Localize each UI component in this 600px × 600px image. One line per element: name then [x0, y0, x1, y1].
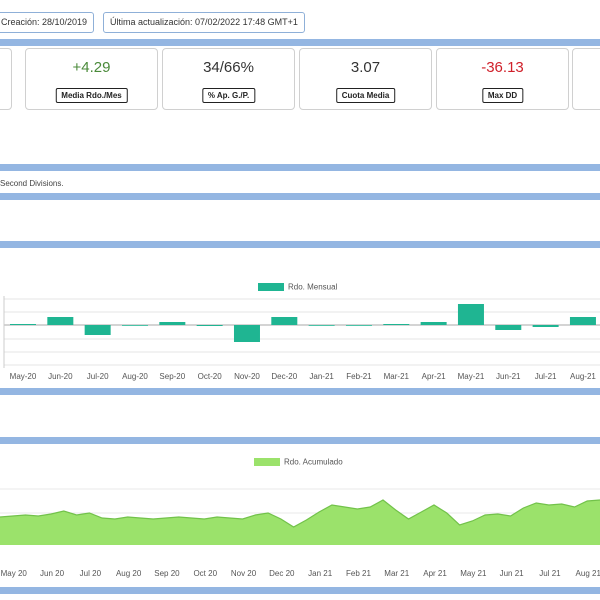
stat-label: Media Rdo./Mes — [55, 88, 128, 103]
x-tick-label: Aug-20 — [122, 372, 148, 381]
x-tick-label: Feb 21 — [346, 569, 371, 578]
separator — [0, 193, 600, 200]
bar — [196, 325, 223, 326]
bar — [345, 325, 372, 326]
x-tick-label: Nov 20 — [231, 569, 257, 578]
bar — [10, 324, 36, 325]
x-tick-label: Mar-21 — [384, 372, 410, 381]
x-tick-label: Jul 20 — [80, 569, 102, 578]
x-tick-label: Mar 21 — [384, 569, 409, 578]
stat-label: Cuota Media — [335, 88, 396, 103]
x-tick-label: Jan 21 — [308, 569, 333, 578]
x-tick-label: Jun-20 — [48, 372, 73, 381]
x-tick-label: Jun-21 — [496, 372, 521, 381]
x-tick-label: May 20 — [1, 569, 28, 578]
legend-swatch — [258, 283, 284, 291]
stat-value: 34/66% — [203, 59, 254, 76]
bar — [271, 317, 298, 325]
x-tick-label: Apr 21 — [423, 569, 447, 578]
x-tick-label: Jul 21 — [539, 569, 561, 578]
stat-label: Max DD — [481, 88, 524, 103]
x-tick-label: Nov-20 — [234, 372, 260, 381]
x-tick-label: Jun 21 — [500, 569, 525, 578]
stat-card: 34/66% % Ap. G./P. — [162, 48, 295, 110]
x-tick-label: Aug 20 — [116, 569, 142, 578]
separator — [0, 164, 600, 171]
bar — [457, 304, 484, 325]
separator — [0, 437, 600, 444]
x-tick-label: Jun 20 — [40, 569, 65, 578]
bar — [84, 325, 111, 335]
stat-card: +4.29 Media Rdo./Mes — [25, 48, 158, 110]
separator — [0, 39, 600, 46]
x-tick-label: Aug 21 — [576, 569, 600, 578]
stat-card: -36.13 Max DD — [436, 48, 569, 110]
bar — [233, 325, 260, 342]
stat-value: +4.29 — [72, 59, 111, 76]
stat-card — [0, 48, 12, 110]
bar — [569, 317, 596, 325]
separator — [0, 587, 600, 594]
stat-value: 3.07 — [350, 59, 381, 76]
bar — [308, 325, 335, 326]
x-tick-label: May-20 — [10, 372, 37, 381]
bar — [495, 325, 522, 330]
bar — [121, 325, 148, 326]
updated-box: Última actualización: 07/02/2022 17:48 G… — [103, 12, 305, 33]
area — [0, 500, 600, 545]
x-tick-label: Apr-21 — [422, 372, 447, 381]
stat-label: % Ap. G./P. — [201, 88, 256, 103]
x-tick-label: Dec-20 — [271, 372, 297, 381]
x-tick-label: Sep-20 — [159, 372, 185, 381]
x-tick-label: May 21 — [460, 569, 487, 578]
legend-swatch — [254, 458, 280, 466]
x-tick-label: May-21 — [458, 372, 485, 381]
x-tick-label: Aug-21 — [570, 372, 596, 381]
separator — [0, 388, 600, 395]
x-tick-label: Feb-21 — [346, 372, 372, 381]
bar — [159, 322, 186, 325]
stat-card: 3.07 Cuota Media — [299, 48, 432, 110]
stat-card — [572, 48, 600, 110]
bar — [383, 324, 410, 325]
bar — [47, 317, 74, 325]
separator — [0, 241, 600, 248]
x-tick-label: Sep 20 — [154, 569, 180, 578]
x-tick-label: Oct-20 — [198, 372, 223, 381]
bar — [420, 322, 447, 325]
note: Second Divisions. — [0, 179, 64, 188]
x-tick-label: Jul-21 — [535, 372, 557, 381]
legend-label: Rdo. Mensual — [288, 283, 338, 292]
x-tick-label: Oct 20 — [193, 569, 217, 578]
bar — [532, 325, 559, 327]
legend-label: Rdo. Acumulado — [284, 458, 343, 467]
created-box: Creación: 28/10/2019 — [0, 12, 95, 33]
x-tick-label: Jul-20 — [87, 372, 109, 381]
line — [0, 499, 600, 528]
stat-value: -36.13 — [481, 59, 524, 76]
x-tick-label: Jan-21 — [309, 372, 334, 381]
x-tick-label: Dec 20 — [269, 569, 295, 578]
